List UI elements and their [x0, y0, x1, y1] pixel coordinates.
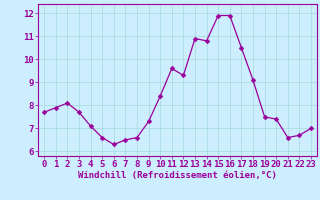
X-axis label: Windchill (Refroidissement éolien,°C): Windchill (Refroidissement éolien,°C): [78, 171, 277, 180]
